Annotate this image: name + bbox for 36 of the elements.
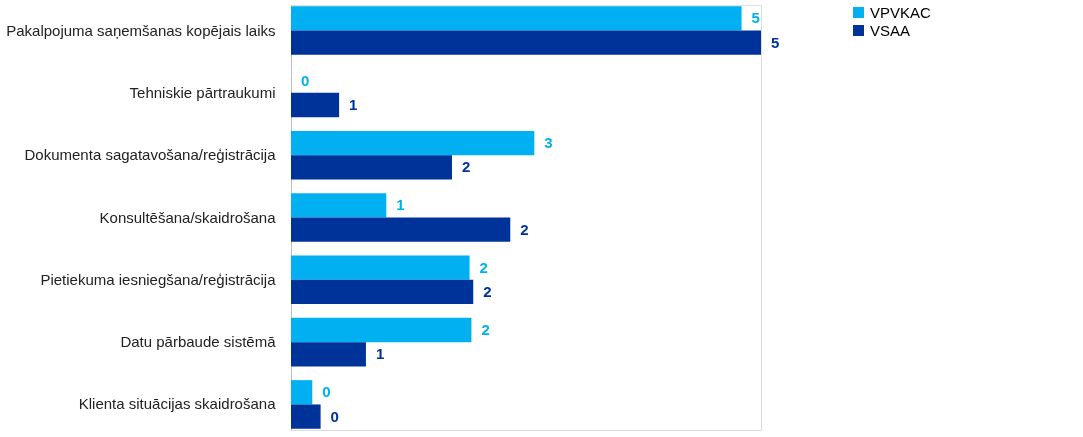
bar (291, 6, 742, 31)
data-label: 1 (396, 196, 405, 214)
data-label: 0 (330, 407, 339, 425)
data-label: 0 (301, 71, 310, 89)
legend-label: VPVKAC (870, 3, 932, 21)
data-label: 2 (483, 282, 492, 300)
bar (291, 193, 387, 218)
data-label: 5 (751, 9, 760, 27)
y-tick-label: Tehniskie pārtraukumi (129, 83, 276, 101)
bar (291, 342, 366, 367)
bar (291, 317, 472, 343)
bar (291, 255, 470, 280)
bar (291, 380, 313, 405)
bar (291, 279, 474, 305)
bar (291, 92, 340, 118)
y-tick-label: Dokumenta sagatavošana/reģistrācija (24, 146, 277, 164)
data-label: 3 (544, 134, 553, 152)
data-label: 5 (771, 33, 780, 51)
bar (291, 404, 321, 429)
bar (291, 30, 761, 55)
bar (291, 130, 535, 156)
data-label: 2 (520, 220, 529, 238)
data-label: 1 (375, 345, 385, 363)
y-tick-label: Konsultēšana/skaidrošana (99, 208, 277, 226)
y-tick-label: Datu pārbaude sistēmā (120, 333, 277, 351)
data-label: 1 (349, 96, 358, 114)
data-label: 0 (322, 383, 331, 401)
data-label: 2 (481, 320, 490, 338)
y-tick-label: Pakalpojuma saņemšanas kopējais laiks (6, 21, 276, 39)
y-tick-label: Klienta situācijas skaidrošana (78, 395, 277, 413)
bar (291, 217, 511, 242)
y-tick-label: Pietiekuma iesniegšana/reģistrācija (40, 270, 277, 288)
data-label: 2 (461, 158, 471, 176)
bar (291, 155, 452, 180)
legend-label: VSAA (870, 21, 911, 39)
data-label: 2 (479, 258, 488, 276)
